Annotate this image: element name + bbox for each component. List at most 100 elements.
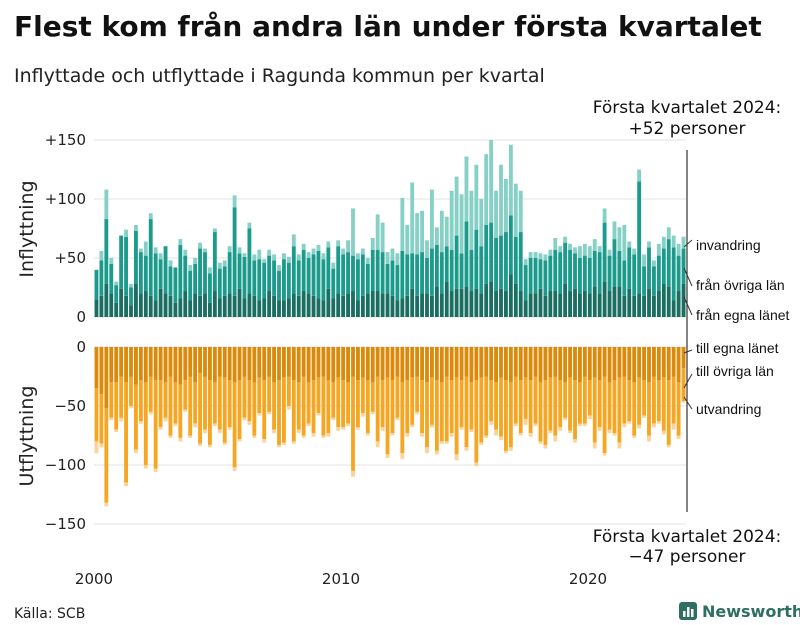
bar-out-1 <box>612 380 617 434</box>
bar-in-0 <box>489 281 494 317</box>
bar-out-2 <box>597 427 602 431</box>
bar-in-0 <box>464 286 469 317</box>
brand-logo[interactable]: Newsworthy <box>679 602 800 621</box>
bar-in-2 <box>523 259 528 266</box>
bar-in-2 <box>282 253 286 260</box>
bar-out-0 <box>198 347 202 373</box>
bar-out-1 <box>410 377 415 425</box>
bar-out-0 <box>375 347 380 377</box>
bar-out-2 <box>587 415 592 419</box>
bar-in-0 <box>484 283 489 317</box>
bar-out-1 <box>518 380 523 434</box>
bar-in-1 <box>188 270 193 301</box>
bar-in-0 <box>553 291 558 317</box>
bar-out-2 <box>543 444 548 449</box>
bar-in-2 <box>336 240 341 247</box>
bar-in-0 <box>469 291 474 317</box>
bar-out-0 <box>341 347 346 381</box>
bar-out-0 <box>286 347 291 377</box>
bar-out-1 <box>528 380 533 434</box>
bar-in-2 <box>143 241 148 256</box>
bar-out-0 <box>173 347 178 383</box>
bar-in-1 <box>316 250 321 299</box>
bar-in-1 <box>94 269 99 300</box>
bar-out-0 <box>163 347 168 383</box>
bar-out-0 <box>183 347 188 381</box>
bar-out-1 <box>178 384 183 438</box>
bar-out-2 <box>592 442 597 449</box>
bar-out-0 <box>321 347 326 377</box>
bar-out-0 <box>316 347 321 378</box>
bar-out-2 <box>484 435 489 438</box>
bar-in-1 <box>119 235 124 289</box>
bar-in-0 <box>420 293 424 317</box>
bar-out-2 <box>582 423 587 427</box>
bar-in-1 <box>597 252 602 294</box>
bottom-panel-gridlines <box>94 346 686 525</box>
bar-in-2 <box>331 262 336 269</box>
bar-out-2 <box>454 454 459 461</box>
bar-out-2 <box>573 439 577 443</box>
bar-in-2 <box>153 247 158 254</box>
bar-in-1 <box>346 252 350 294</box>
bar-out-1 <box>652 376 656 424</box>
bar-out-1 <box>158 380 163 428</box>
bar-in-2 <box>134 224 138 231</box>
bar-in-2 <box>272 254 276 261</box>
bar-in-0 <box>612 286 617 317</box>
bar-in-2 <box>208 267 212 274</box>
bar-in-2 <box>459 194 464 254</box>
top-annotation-line-2: +52 personer <box>629 119 746 139</box>
bar-out-0 <box>272 347 276 383</box>
bar-in-0 <box>582 291 587 317</box>
bar-in-0 <box>607 291 612 317</box>
bar-out-1 <box>153 380 158 469</box>
bar-in-2 <box>400 197 405 251</box>
bar-in-2 <box>533 252 538 258</box>
bar-in-1 <box>237 253 242 289</box>
bar-in-1 <box>390 260 395 296</box>
bar-in-1 <box>163 246 168 294</box>
bar-in-0 <box>351 291 355 317</box>
bar-in-2 <box>217 262 222 269</box>
bar-in-0 <box>642 295 646 317</box>
bar-in-0 <box>508 274 513 317</box>
bar-in-2 <box>262 259 267 263</box>
bar-out-1 <box>400 382 405 454</box>
bar-out-1 <box>227 380 232 428</box>
bar-out-0 <box>148 347 153 377</box>
bar-in-0 <box>632 295 637 317</box>
bar-out-0 <box>143 347 148 383</box>
bar-out-1 <box>661 377 666 431</box>
bar-in-0 <box>173 302 178 317</box>
bar-in-1 <box>627 247 632 289</box>
bar-in-0 <box>178 298 183 317</box>
bar-in-2 <box>508 144 513 216</box>
bar-out-0 <box>134 347 138 385</box>
bar-out-0 <box>617 347 622 378</box>
bar-out-0 <box>252 347 257 383</box>
bar-in-2 <box>469 190 474 250</box>
bar-out-1 <box>513 376 518 424</box>
bar-in-0 <box>518 291 523 317</box>
bar-out-2 <box>410 424 415 428</box>
top-panel-y-ticks: 0 +50 +100 +150 <box>45 131 86 326</box>
bar-in-1 <box>617 250 622 287</box>
bar-in-1 <box>405 254 410 296</box>
bottom-panel-y-ticks: 0 −50 −100 −150 <box>45 338 86 533</box>
bar-in-2 <box>592 239 597 251</box>
bar-in-1 <box>203 252 207 294</box>
bar-in-0 <box>134 283 138 317</box>
bar-out-1 <box>587 380 592 416</box>
bar-in-0 <box>592 286 597 317</box>
bar-in-2 <box>518 190 523 233</box>
bar-out-1 <box>425 382 429 448</box>
bar-out-1 <box>183 380 188 410</box>
bar-in-2 <box>642 254 646 267</box>
bar-in-2 <box>578 246 582 258</box>
bar-in-1 <box>489 222 494 282</box>
bar-out-2 <box>119 417 124 422</box>
bar-in-1 <box>143 255 148 292</box>
bar-out-1 <box>109 382 114 418</box>
bar-in-1 <box>385 263 390 294</box>
